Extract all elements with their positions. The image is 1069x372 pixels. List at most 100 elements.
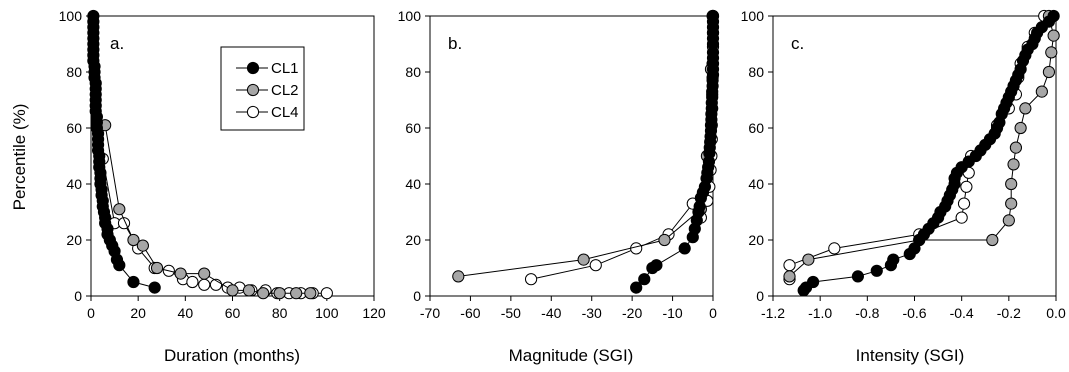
panel-a-point-cl1 bbox=[113, 259, 126, 272]
panel-a-y-tick-label: 40 bbox=[66, 176, 82, 192]
panel-a-point-cl2 bbox=[150, 261, 164, 275]
panel-c-y-tick-label: 80 bbox=[748, 64, 764, 80]
panel-a-point-cl4 bbox=[198, 278, 211, 291]
panel-a-y-tick-label: 20 bbox=[66, 232, 82, 248]
panel-a-point-cl2 bbox=[290, 287, 303, 300]
panel-b: -70 -60 -50 -40 -30 -20 -10 0 0 20 40 60 80 100 b. Ma… bbox=[398, 8, 720, 365]
panel-a-point-cl2 bbox=[273, 287, 286, 300]
panel-c-axes: -1.2 -1.0 -0.8 -0.6 -0.4 -0.2 0.0 0 20 40 60 80 100 bbox=[741, 8, 1066, 321]
panel-b-x-tick-label: -70 bbox=[420, 305, 440, 321]
panel-a: 0 20 40 60 80 100 120 0 20 40 60 80 100 a. Duration … bbox=[59, 8, 386, 365]
panel-a-point-cl4 bbox=[320, 287, 333, 300]
panel-c-x-tick-label: -0.4 bbox=[950, 305, 974, 321]
panel-b-x-tick-label: -50 bbox=[501, 305, 521, 321]
panel-c-point-cl2 bbox=[1007, 158, 1020, 171]
panel-c-point-cl2 bbox=[1014, 121, 1027, 135]
panel-b-x-tick-label: 0 bbox=[709, 305, 717, 321]
panel-c-point-cl2 bbox=[1019, 102, 1032, 115]
panel-b-point-cl2 bbox=[577, 253, 590, 266]
panel-a-x-tick-label: 80 bbox=[272, 305, 288, 321]
panel-b-x-tick-label: -30 bbox=[582, 305, 602, 321]
panel-c-point-cl2 bbox=[1045, 46, 1058, 59]
panel-c-point-cl2 bbox=[1005, 177, 1018, 191]
panel-c-point-cl2 bbox=[1005, 197, 1018, 210]
panel-b-line-cl2 bbox=[458, 15, 714, 277]
panel-a-point-cl2 bbox=[174, 267, 187, 280]
panel-a-x-tick-label: 40 bbox=[178, 305, 194, 321]
panel-c-point-cl2 bbox=[1002, 214, 1015, 227]
panel-c-y-tick-label: 60 bbox=[748, 120, 764, 136]
legend-label-cl4: CL4 bbox=[271, 104, 299, 121]
panel-c-y-tick-label: 20 bbox=[748, 232, 764, 248]
panel-a-point-cl2 bbox=[304, 287, 317, 300]
panel-c-point-cl2 bbox=[1047, 29, 1060, 42]
panel-c-point-cl1 bbox=[870, 264, 883, 277]
panel-b-point-cl1 bbox=[630, 281, 643, 294]
panel-c-y-tick-label: 40 bbox=[748, 176, 764, 192]
panel-a-line-cl2 bbox=[104, 125, 311, 294]
panel-c: -1.2 -1.0 -0.8 -0.6 -0.4 -0.2 0.0020406080100 … bbox=[741, 8, 1066, 365]
panel-a-x-tick-label: 120 bbox=[362, 305, 386, 321]
panel-a-point-cl1 bbox=[127, 275, 140, 289]
panel-a-series bbox=[87, 9, 333, 300]
panel-b-series bbox=[452, 9, 720, 294]
panel-c-x-tick-label: -0.8 bbox=[855, 305, 879, 321]
panel-c-point-cl4 bbox=[955, 211, 968, 224]
panel-c-x-tick-label: -1.0 bbox=[808, 305, 832, 321]
panel-a-y-tick-label: 100 bbox=[59, 8, 83, 24]
panel-c-point-cl2 bbox=[802, 253, 815, 266]
panel-b-line-cl1 bbox=[635, 16, 714, 288]
panel-a-point-cl4 bbox=[186, 275, 199, 289]
legend-entry-cl2: CL2 bbox=[236, 82, 299, 99]
panel-a-x-axis-label: Duration (months) bbox=[164, 346, 300, 365]
panel-c-letter: c. bbox=[791, 34, 804, 53]
panel-b-x-tick-label: -10 bbox=[662, 305, 682, 321]
panel-c-line-cl2 bbox=[789, 15, 1055, 277]
panel-c-x-tick-label: -0.6 bbox=[902, 305, 926, 321]
panel-b-line-cl4 bbox=[530, 16, 714, 280]
panel-b-point-cl4 bbox=[589, 259, 602, 272]
panel-c-x-tick-label: -0.2 bbox=[997, 305, 1021, 321]
panel-b-letter: b. bbox=[448, 34, 462, 53]
panel-b-x-tick-label: -60 bbox=[460, 305, 480, 321]
panel-b-y-tick-label: 60 bbox=[405, 120, 421, 136]
panel-c-point-cl4 bbox=[783, 259, 796, 272]
panel-a-x-tick-label: 20 bbox=[130, 305, 146, 321]
panel-c-x-axis-label: Intensity (SGI) bbox=[856, 346, 965, 365]
panel-a-point-cl2 bbox=[127, 233, 140, 247]
panel-c-point-cl2 bbox=[783, 270, 796, 283]
panel-a-x-tick-label: 60 bbox=[225, 305, 241, 321]
panel-b-point-cl1 bbox=[646, 261, 659, 275]
panel-a-point-cl2 bbox=[136, 239, 149, 252]
panel-c-point-cl2 bbox=[1035, 85, 1048, 98]
legend-marker-cl1 bbox=[246, 61, 260, 75]
legend-box bbox=[220, 46, 305, 131]
panel-b-point-cl1 bbox=[678, 242, 691, 255]
panel-c-x-tick-label: -1.2 bbox=[761, 305, 785, 321]
panel-c-point-cl1 bbox=[884, 259, 898, 272]
panel-a-point-cl1 bbox=[148, 281, 161, 294]
panel-c-point-cl4 bbox=[957, 197, 971, 210]
panel-a-point-cl2 bbox=[257, 287, 270, 300]
panel-a-letter: a. bbox=[110, 34, 124, 53]
panel-b-y-tick-label: 100 bbox=[398, 8, 422, 24]
legend-marker-cl2 bbox=[246, 83, 260, 97]
panel-a-point-cl2 bbox=[226, 284, 239, 297]
panel-c-y-tick-label: 0 bbox=[756, 288, 764, 304]
legend-label-cl2: CL2 bbox=[271, 82, 299, 99]
panel-b-x-tick-label: -20 bbox=[622, 305, 642, 321]
panel-b-point-cl1 bbox=[638, 273, 651, 286]
legend-marker-cl4 bbox=[246, 105, 260, 119]
panel-b-y-tick-label: 0 bbox=[413, 288, 421, 304]
panel-c-x-tick-label: 0.0 bbox=[1046, 305, 1066, 321]
panel-a-y-tick-label: 0 bbox=[74, 288, 82, 304]
panel-a-y-tick-label: 80 bbox=[66, 64, 82, 80]
panel-a-y-tick-label: 60 bbox=[66, 120, 82, 136]
panel-a-point-cl2 bbox=[242, 284, 256, 297]
panel-b-frame bbox=[429, 15, 714, 297]
panel-b-axes: -70 -60 -50 -40 -30 -20 -10 0 0 20 40 60 80 100 bbox=[398, 8, 717, 321]
panel-a-x-tick-label: 0 bbox=[87, 305, 95, 321]
panel-b-y-tick-label: 80 bbox=[405, 64, 421, 80]
panel-a-x-tick-label: 100 bbox=[315, 305, 339, 321]
